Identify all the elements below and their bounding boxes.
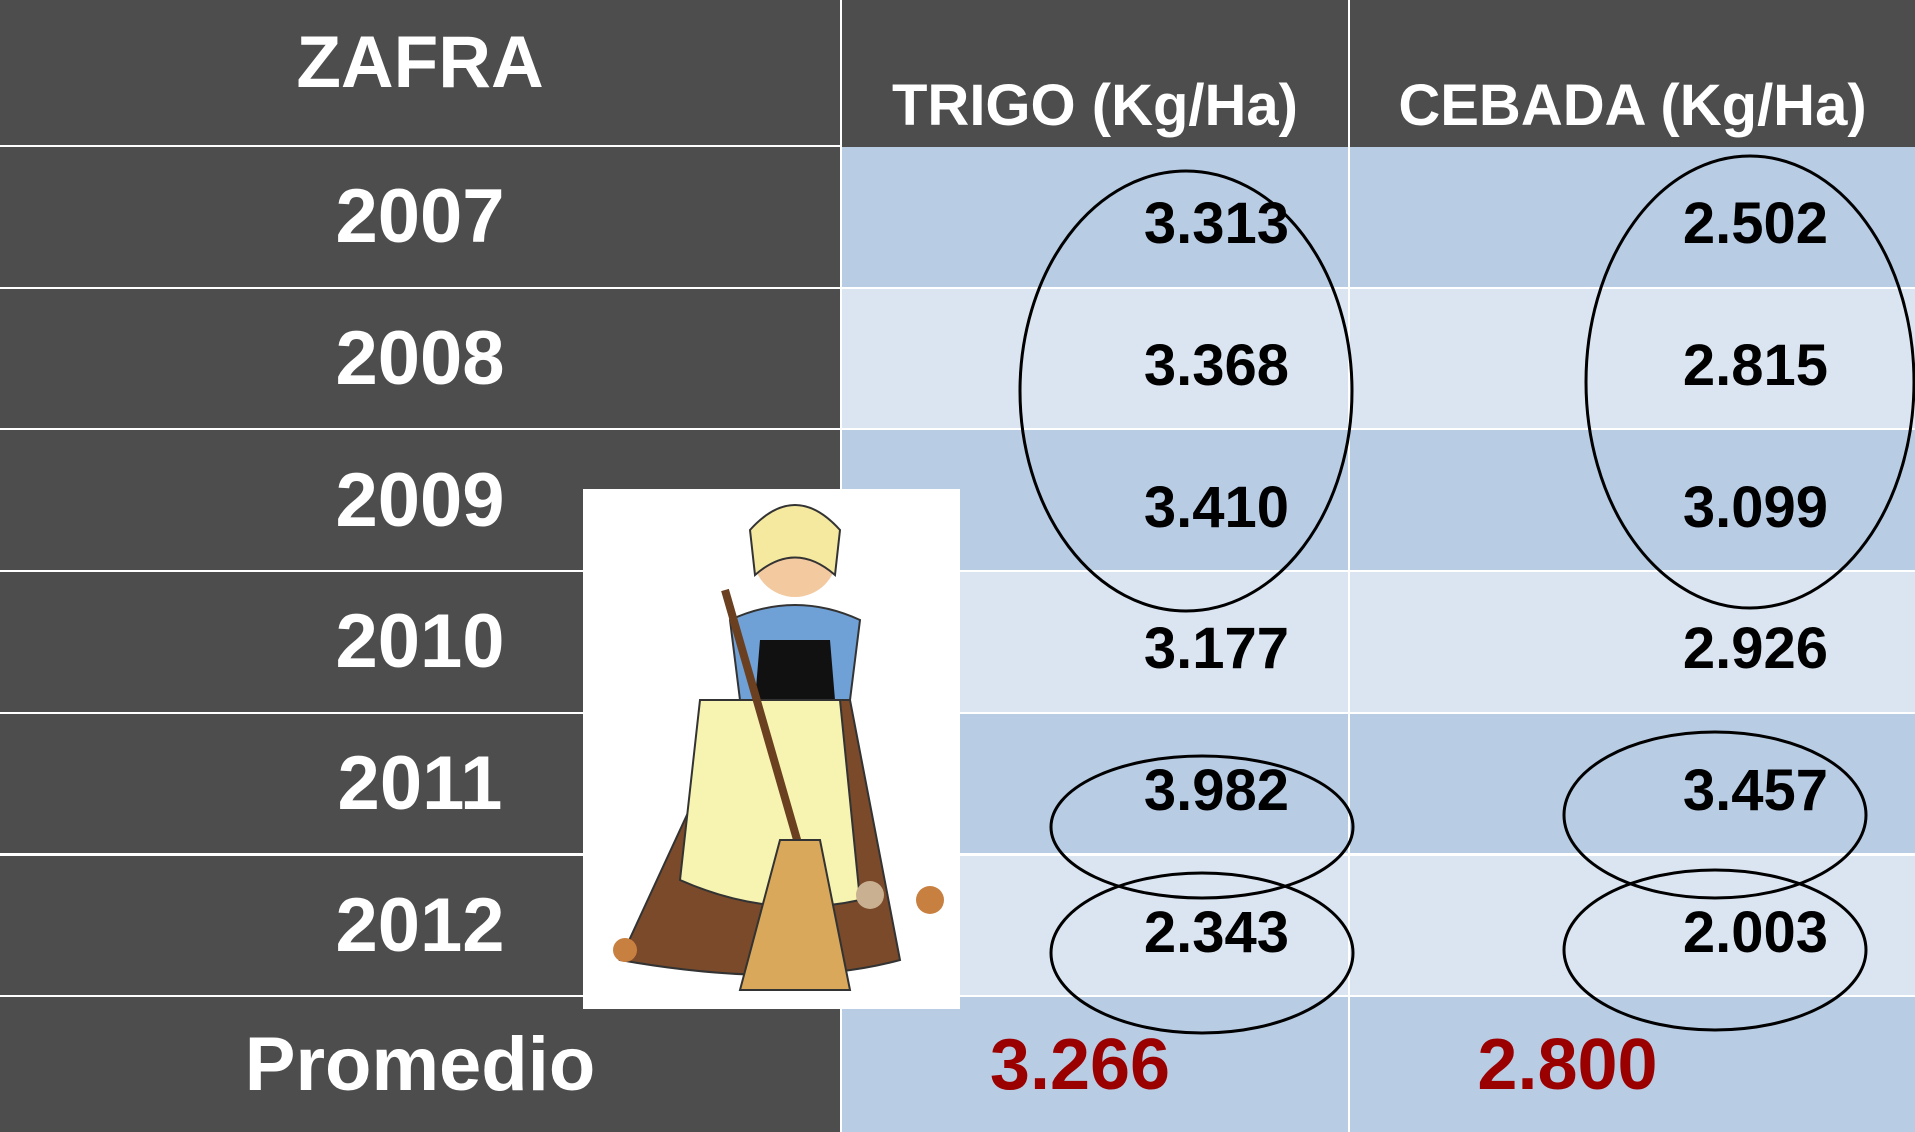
trigo-cell: 3.982 xyxy=(840,714,1348,856)
average-cell: 3.266 xyxy=(840,997,1348,1132)
year-cell: 2010 xyxy=(0,572,840,714)
cebada-cell: 3.457 xyxy=(1348,714,1915,856)
cebada-cell: 2.502 xyxy=(1348,147,1915,289)
cebada-cell: 3.099 xyxy=(1348,430,1915,572)
trigo-cell: 3.368 xyxy=(840,289,1348,431)
year-cell: 2011 xyxy=(0,714,840,856)
average-cell: 2.800 xyxy=(1348,997,1915,1132)
year-cell: 2008 xyxy=(0,289,840,431)
year-cell: 2009 xyxy=(0,430,840,572)
trigo-cell: 3.410 xyxy=(840,430,1348,572)
header-cell: TRIGO (Kg/Ha) xyxy=(840,0,1348,147)
cebada-cell: 2.003 xyxy=(1348,856,1915,998)
trigo-cell: 3.313 xyxy=(840,147,1348,289)
year-cell: 2012 xyxy=(0,856,840,998)
trigo-cell: 2.343 xyxy=(840,856,1348,998)
trigo-cell: 3.177 xyxy=(840,572,1348,714)
footer-cell: Promedio xyxy=(0,997,840,1132)
cebada-cell: 2.815 xyxy=(1348,289,1915,431)
cebada-cell: 2.926 xyxy=(1348,572,1915,714)
header-cell: CEBADA (Kg/Ha) xyxy=(1348,0,1915,147)
year-cell: 2007 xyxy=(0,147,840,289)
header-cell: ZAFRA xyxy=(0,0,840,147)
page: ZAFRATRIGO (Kg/Ha)CEBADA (Kg/Ha) 20073.31… xyxy=(0,0,1915,1132)
